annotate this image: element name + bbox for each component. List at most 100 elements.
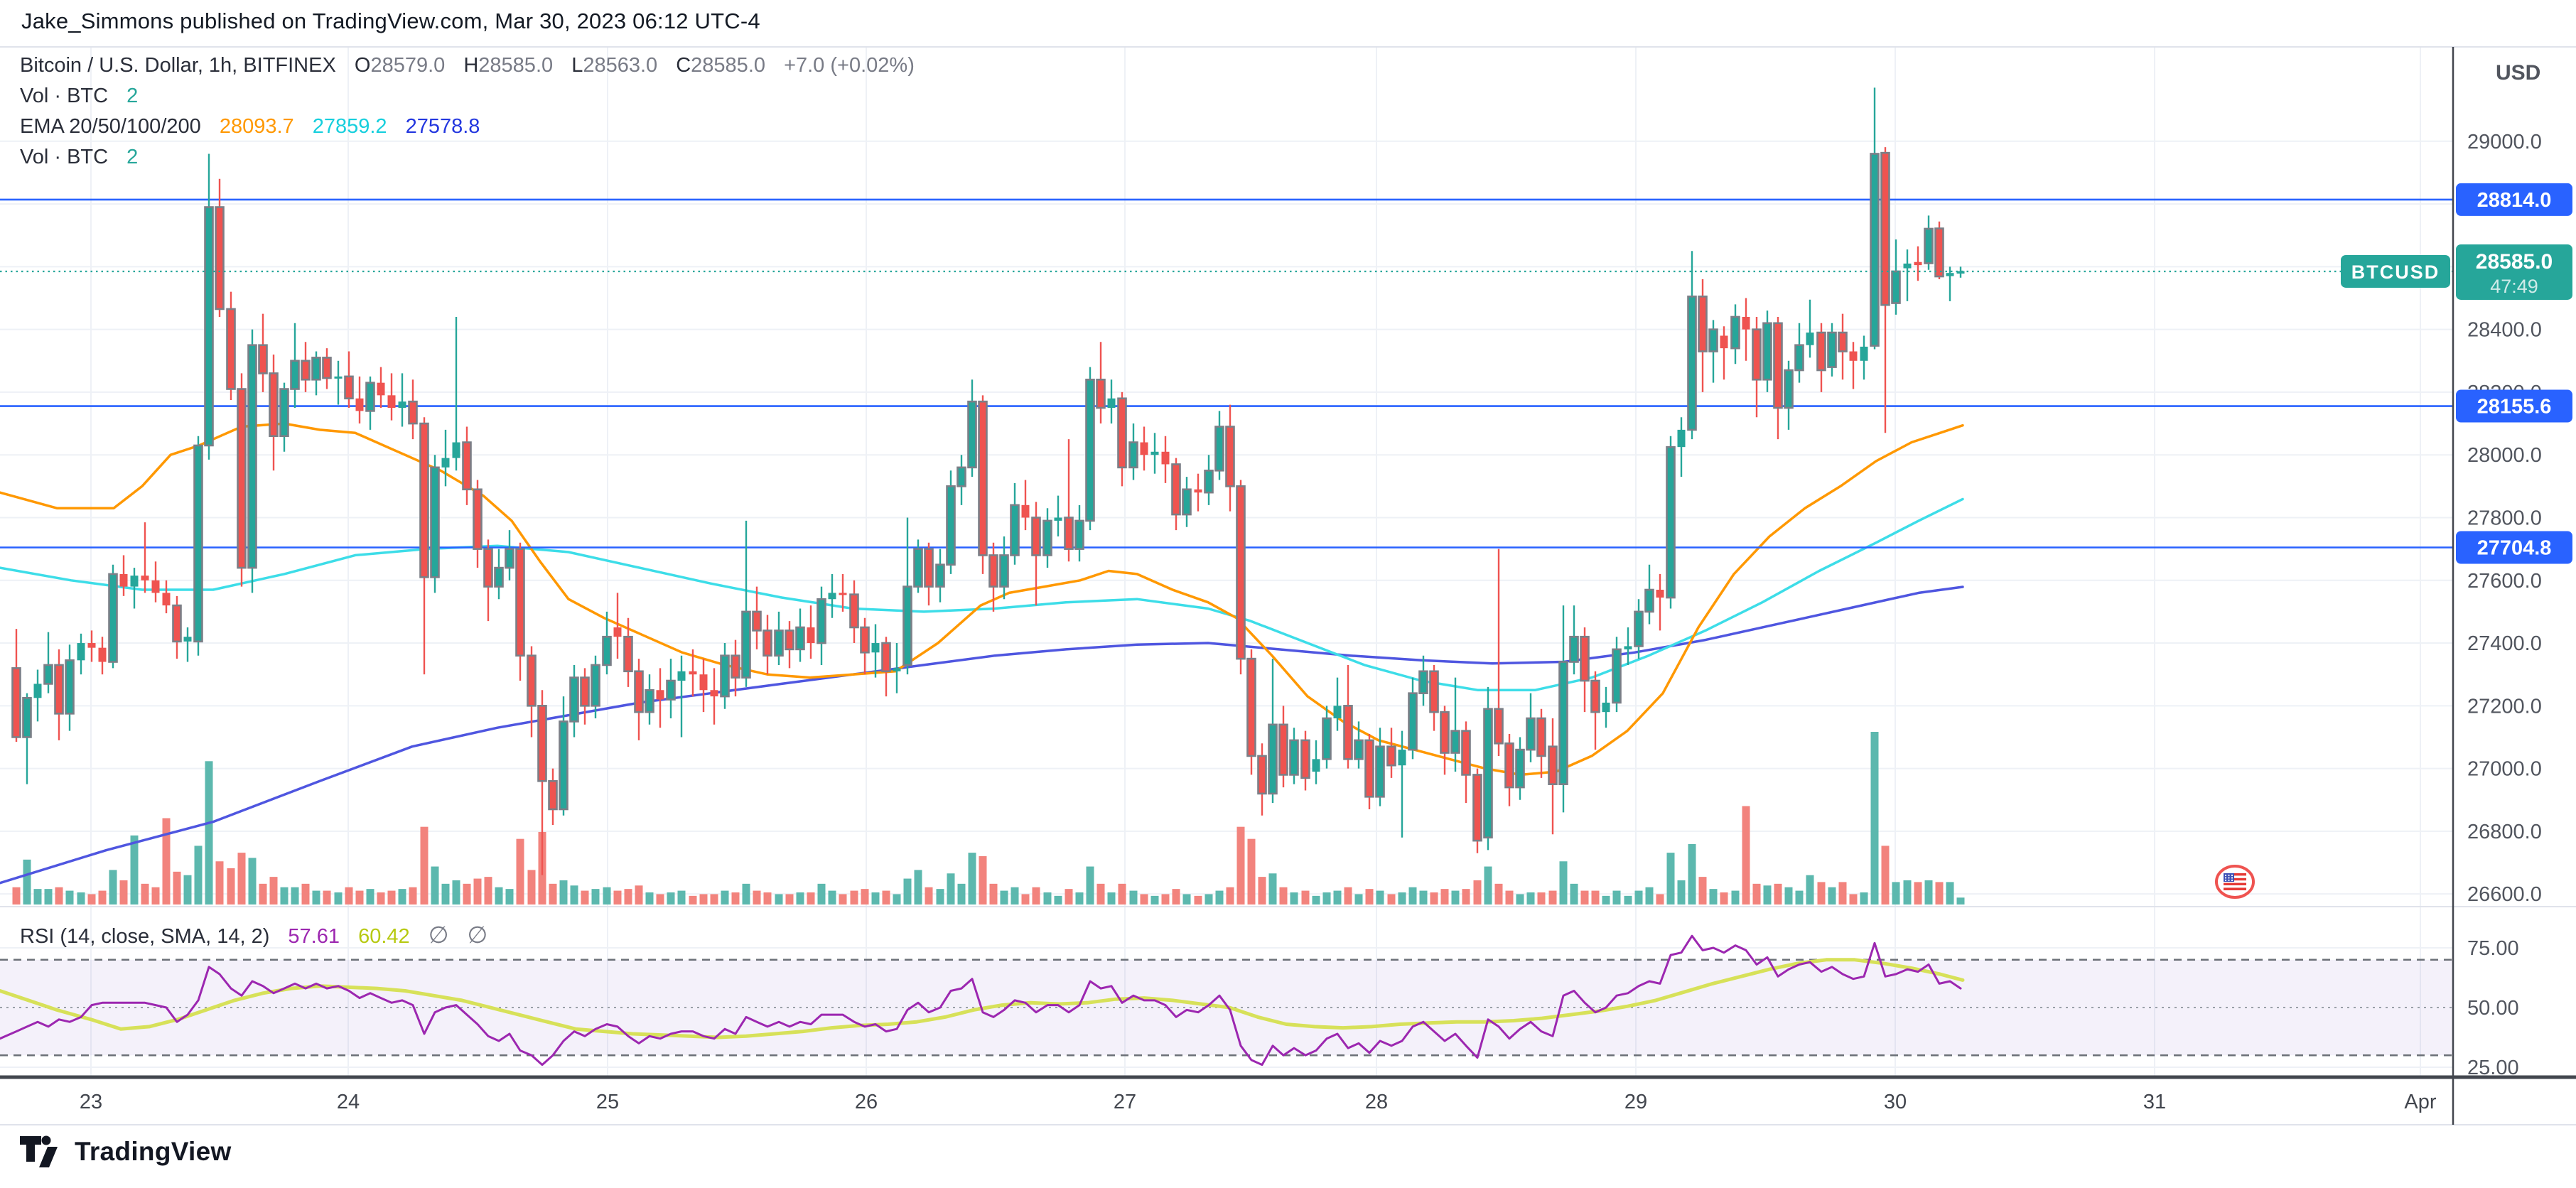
ema20-value: 28093.7 [219,115,294,138]
time-tick-label: 31 [2143,1091,2166,1113]
volume-bar [1226,887,1234,904]
volume-bar [1795,890,1804,904]
candle-body [1278,723,1288,776]
ema50-value: 27859.2 [312,115,387,138]
volume-bar [1301,890,1310,904]
volume-bar [1354,894,1363,904]
volume-bar [215,861,224,904]
volume-bar [1516,894,1524,904]
ema-legend-row[interactable]: EMA 20/50/100/200 28093.7 27859.2 27578.… [20,115,480,139]
candle-body [710,690,718,697]
price-tick-label: 27000.0 [2467,758,2542,781]
volume-bar [1172,889,1180,904]
candle-body [1536,717,1546,757]
volume-bar [1268,873,1277,904]
volume-bar [1914,882,1922,904]
volume-legend-row[interactable]: Vol · BTC 2 [20,85,138,108]
volume-bar [162,818,171,904]
candle-body [365,382,375,412]
volume-bar [1054,895,1062,904]
tradingview-logo[interactable]: TradingView [19,1135,232,1168]
volume2-label: Vol · BTC [20,146,109,168]
price-tick-label: 27600.0 [2467,570,2542,593]
volume-bar [1580,890,1589,904]
volume-bar [1365,889,1374,904]
ohlc-low-value: 28563.0 [583,54,658,77]
candle-body [1515,748,1525,789]
volume-bar [656,894,664,904]
candle-body [913,548,923,588]
candle-body [1569,635,1579,663]
candle-body [580,676,590,707]
volume-bar [334,892,343,904]
candle-body [494,566,504,588]
ohlc-high-value: 28585.0 [478,54,554,77]
candle-body [699,674,708,691]
volume-bar [1526,892,1535,904]
candle-body [33,684,42,698]
volume-bar [1634,890,1643,904]
flagged-idea-icon[interactable] [2214,861,2256,906]
volume-bar [345,887,353,904]
volume-bar [420,826,429,904]
volume-bar [1161,894,1170,904]
volume-bar [1333,890,1342,904]
time-tick-label: 26 [855,1091,878,1113]
volume-bar [505,889,514,904]
volume-bar [1892,882,1900,904]
volume-bar [549,883,557,904]
candle-body [1870,153,1880,347]
candle-body [902,585,912,666]
volume-bar [731,892,740,904]
candle-body [1698,295,1708,352]
volume-bar [409,887,417,904]
current-price-badge[interactable] [2456,244,2572,300]
rsi-legend-row[interactable]: RSI (14, close, SMA, 14, 2) 57.61 60.42 … [20,921,487,949]
volume-bar [441,883,450,904]
volume-bar [1043,892,1052,904]
volume-bar [1666,853,1675,904]
candle-body [1644,588,1654,613]
candle-body [1794,344,1804,372]
candle-body [527,654,537,707]
candle-body [1914,261,1922,266]
volume-bar [484,877,492,904]
volume-bar [23,859,31,904]
volume-bar [1096,883,1105,904]
candle-body [1762,322,1772,381]
candle-body [1246,657,1256,757]
volume-bar [1570,883,1578,904]
ohlc-open-label: O [354,54,371,77]
volume-bar [323,890,331,904]
volume-bar [645,892,654,904]
candle-body [483,548,493,588]
candle-body [1580,635,1590,682]
ohlc-close-value: 28585.0 [691,54,765,77]
volume-bar [581,890,589,904]
volume-bar [1828,887,1836,904]
volume-bar [1419,890,1428,904]
price-tick-label: 28400.0 [2467,319,2542,342]
candle-body [849,593,859,629]
volume-bar [1140,894,1148,904]
candle-body [462,441,472,491]
volume-bar [677,890,686,904]
time-tick-label: 28 [1365,1091,1388,1113]
volume-bar [1870,732,1879,904]
bar-countdown-label: 47:49 [2490,276,2538,297]
candle-body [301,360,311,381]
volume-bar [861,889,869,904]
volume-bar [183,875,192,904]
volume-bar [699,894,708,904]
candle-body [1558,661,1568,785]
candle-body [1322,717,1332,760]
symbol-legend-row[interactable]: Bitcoin / U.S. Dollar, 1h, BITFINEX O285… [20,54,915,77]
candle-body [1838,331,1848,352]
volume-bar [1860,892,1868,904]
candle-body [677,671,686,681]
volume-bar [925,887,933,904]
volume2-legend-row[interactable]: Vol · BTC 2 [20,146,138,169]
candle-body [893,668,901,671]
volume-bar [1537,892,1546,904]
